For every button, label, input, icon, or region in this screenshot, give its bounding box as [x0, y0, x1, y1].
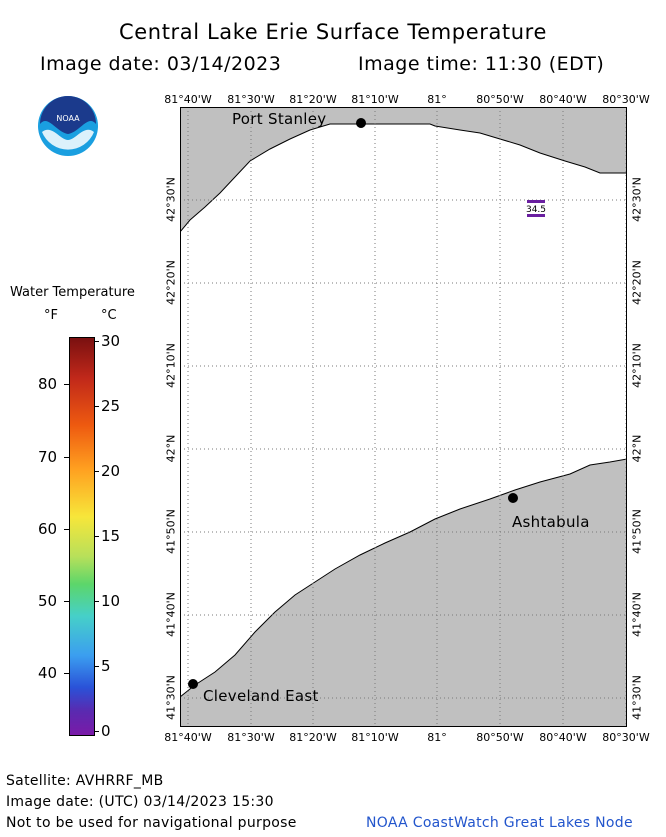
celsius-tick: 0 [101, 722, 111, 740]
lat-tick-right: 42°20'N [630, 260, 644, 305]
lon-tick-top: 81°10'W [351, 93, 399, 106]
temp-reading-bar-top [527, 200, 545, 203]
page-title: Central Lake Erie Surface Temperature [119, 20, 547, 44]
lat-tick-right: 42°30'N [630, 177, 644, 222]
fahrenheit-tick-mark [64, 673, 69, 675]
lat-tick-left: 42°30'N [164, 177, 178, 222]
lon-tick-bottom: 80°50'W [476, 731, 524, 744]
lat-tick-right: 41°30'N [630, 675, 644, 720]
fahrenheit-tick: 40 [38, 664, 58, 683]
celsius-tick-mark [94, 666, 99, 667]
celsius-tick: 5 [101, 657, 111, 675]
celsius-tick: 15 [101, 527, 121, 545]
lat-tick-left: 41°40'N [164, 592, 178, 637]
fahrenheit-tick: 70 [38, 447, 58, 466]
utc-image-date: Image date: (UTC) 03/14/2023 15:30 [6, 794, 274, 810]
celsius-tick-mark [94, 601, 99, 602]
lon-tick-top: 80°40'W [539, 93, 587, 106]
lat-tick-left: 42°N [164, 434, 178, 463]
lon-tick-bottom: 81°40'W [164, 731, 212, 744]
logo-text: NOAA [56, 114, 80, 123]
lon-tick-bottom: 81°10'W [351, 731, 399, 744]
fahrenheit-tick-mark [64, 384, 69, 386]
celsius-tick-mark [94, 406, 99, 407]
lon-tick-top: 80°30'W [602, 93, 650, 106]
lat-tick-left: 41°30'N [164, 675, 178, 720]
image-time: Image time: 11:30 (EDT) [358, 53, 605, 75]
lon-tick-top: 81° [427, 93, 447, 106]
celsius-tick-mark [94, 471, 99, 472]
fahrenheit-tick: 50 [38, 592, 58, 610]
temp-reading-bar-bottom [527, 214, 545, 217]
image-date: Image date: 03/14/2023 [40, 53, 282, 75]
lat-tick-right: 41°50'N [630, 509, 644, 554]
lon-tick-top: 81°20'W [289, 93, 337, 106]
colorbar-unit-f: °F [44, 308, 58, 323]
city-label-ashtabula: Ashtabula [512, 513, 590, 531]
cleveland-east-marker [188, 679, 198, 689]
noaa-logo-icon: NOAA [38, 96, 98, 156]
celsius-tick: 25 [101, 397, 121, 415]
celsius-tick: 10 [101, 592, 121, 610]
celsius-tick-mark [94, 341, 99, 342]
lat-tick-right: 41°40'N [630, 592, 644, 637]
lon-tick-bottom: 81°30'W [227, 731, 275, 744]
fahrenheit-tick: 60 [38, 519, 58, 538]
satellite-label: Satellite: AVHRRF_MB [6, 773, 164, 789]
city-label-port-stanley: Port Stanley [232, 110, 327, 128]
lon-tick-top: 81°40'W [164, 93, 212, 106]
fahrenheit-tick-mark [64, 456, 69, 458]
lat-tick-left: 42°10'N [164, 343, 178, 388]
disclaimer: Not to be used for navigational purpose [6, 815, 297, 831]
south-shore-land [180, 458, 627, 727]
colorbar-title: Water Temperature [10, 285, 135, 300]
lon-tick-bottom: 81°20'W [289, 731, 337, 744]
celsius-tick: 30 [101, 332, 121, 350]
colorbar-unit-c: °C [101, 308, 117, 323]
fahrenheit-tick-mark [64, 601, 69, 602]
celsius-tick-mark [94, 536, 99, 537]
north-shore-land [180, 107, 627, 233]
port-stanley-marker [356, 118, 366, 128]
map-frame [180, 107, 627, 727]
lat-tick-right: 42°N [630, 434, 644, 463]
lon-tick-bottom: 81° [427, 731, 447, 744]
credit-link[interactable]: NOAA CoastWatch Great Lakes Node [366, 815, 633, 831]
lon-tick-top: 80°50'W [476, 93, 524, 106]
fahrenheit-tick-mark [64, 528, 69, 530]
lake-map: 34.5 [180, 107, 627, 727]
celsius-tick-mark [94, 731, 99, 732]
lon-tick-bottom: 80°30'W [602, 731, 650, 744]
city-label-cleveland-east: Cleveland East [203, 687, 319, 705]
ashtabula-marker [508, 493, 518, 503]
temp-reading-value: 34.5 [526, 205, 546, 215]
fahrenheit-tick: 80 [38, 375, 58, 394]
colorbar [69, 337, 95, 736]
lon-tick-top: 81°30'W [227, 93, 275, 106]
lat-tick-right: 42°10'N [630, 343, 644, 388]
lat-tick-left: 42°20'N [164, 260, 178, 305]
lat-tick-left: 41°50'N [164, 509, 178, 554]
lon-tick-bottom: 80°40'W [539, 731, 587, 744]
celsius-tick: 20 [101, 462, 121, 480]
